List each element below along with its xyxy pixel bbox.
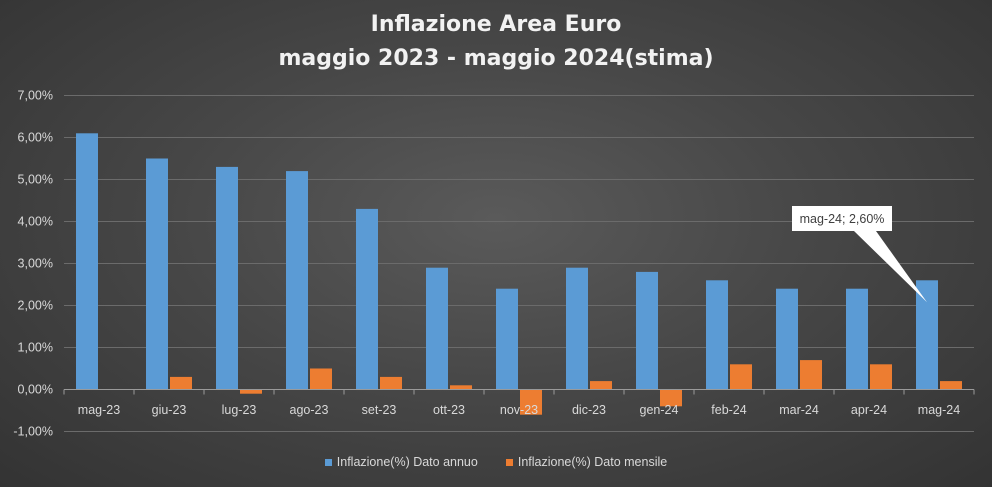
bar-monthly	[730, 364, 752, 390]
bar-monthly	[870, 364, 892, 390]
bar-annual	[216, 166, 238, 390]
chart-title: Inflazione Area Euro	[370, 12, 622, 37]
y-tick-label: 7,00%	[18, 89, 53, 103]
bar-annual	[846, 288, 868, 390]
bar-annual	[636, 271, 658, 390]
bar-annual	[426, 267, 448, 390]
x-tick-label: ott-23	[433, 403, 465, 417]
x-tick-label: apr-24	[851, 403, 887, 417]
y-tick-label: 5,00%	[18, 173, 53, 187]
x-tick-label: ago-23	[290, 403, 329, 417]
x-tick-label: lug-23	[222, 403, 257, 417]
bar-annual	[706, 280, 728, 390]
bar-monthly	[170, 376, 192, 390]
callout-box	[792, 206, 892, 231]
x-tick-label: feb-24	[711, 403, 746, 417]
x-tick-label: mag-23	[78, 403, 120, 417]
bar-monthly	[310, 368, 332, 390]
bar-monthly	[660, 389, 682, 407]
bar-annual	[286, 171, 308, 390]
legend-swatch-annuo	[324, 458, 332, 466]
x-tick-label: mag-24	[918, 403, 960, 417]
legend-label-annuo: Inflazione(%) Dato annuo	[336, 455, 478, 469]
y-tick-label: 1,00%	[18, 341, 53, 355]
y-tick-label: 4,00%	[18, 215, 53, 229]
bar-monthly	[240, 389, 262, 394]
chart-subtitle: maggio 2023 - maggio 2024(stima)	[278, 46, 714, 71]
y-tick-label: 2,00%	[18, 299, 53, 313]
legend-label-mensile: Inflazione(%) Dato mensile	[517, 455, 668, 469]
bar-monthly	[940, 381, 962, 390]
x-tick-label: giu-23	[152, 403, 187, 417]
callout-pointer	[854, 231, 927, 303]
bar-monthly	[800, 360, 822, 390]
bar-monthly	[450, 385, 472, 390]
bar-monthly	[590, 381, 612, 390]
bar-annual	[496, 288, 518, 390]
legend-swatch-mensile	[505, 458, 513, 466]
y-tick-label: 3,00%	[18, 257, 53, 271]
legend-item-mensile: Inflazione(%) Dato mensile	[505, 455, 668, 469]
x-tick-label: mar-24	[779, 403, 819, 417]
x-tick-label: set-23	[362, 403, 397, 417]
bar-annual	[566, 267, 588, 390]
bar-annual	[776, 288, 798, 390]
x-tick-label: gen-24	[640, 403, 679, 417]
y-tick-label: 0,00%	[18, 383, 53, 397]
callout-label: mag-24; 2,60%	[800, 212, 885, 226]
bar-annual	[76, 133, 98, 390]
y-tick-label: -1,00%	[13, 425, 53, 439]
x-tick-label: dic-23	[572, 403, 606, 417]
bar-monthly	[380, 376, 402, 390]
y-tick-label: 6,00%	[18, 131, 53, 145]
bar-monthly	[520, 389, 542, 415]
bar-annual	[916, 280, 938, 390]
legend-item-annuo: Inflazione(%) Dato annuo	[324, 455, 478, 469]
x-tick-label: nov-23	[500, 403, 538, 417]
bar-annual	[146, 158, 168, 390]
legend: Inflazione(%) Dato annuo Inflazione(%) D…	[0, 455, 992, 469]
bar-annual	[356, 208, 378, 390]
